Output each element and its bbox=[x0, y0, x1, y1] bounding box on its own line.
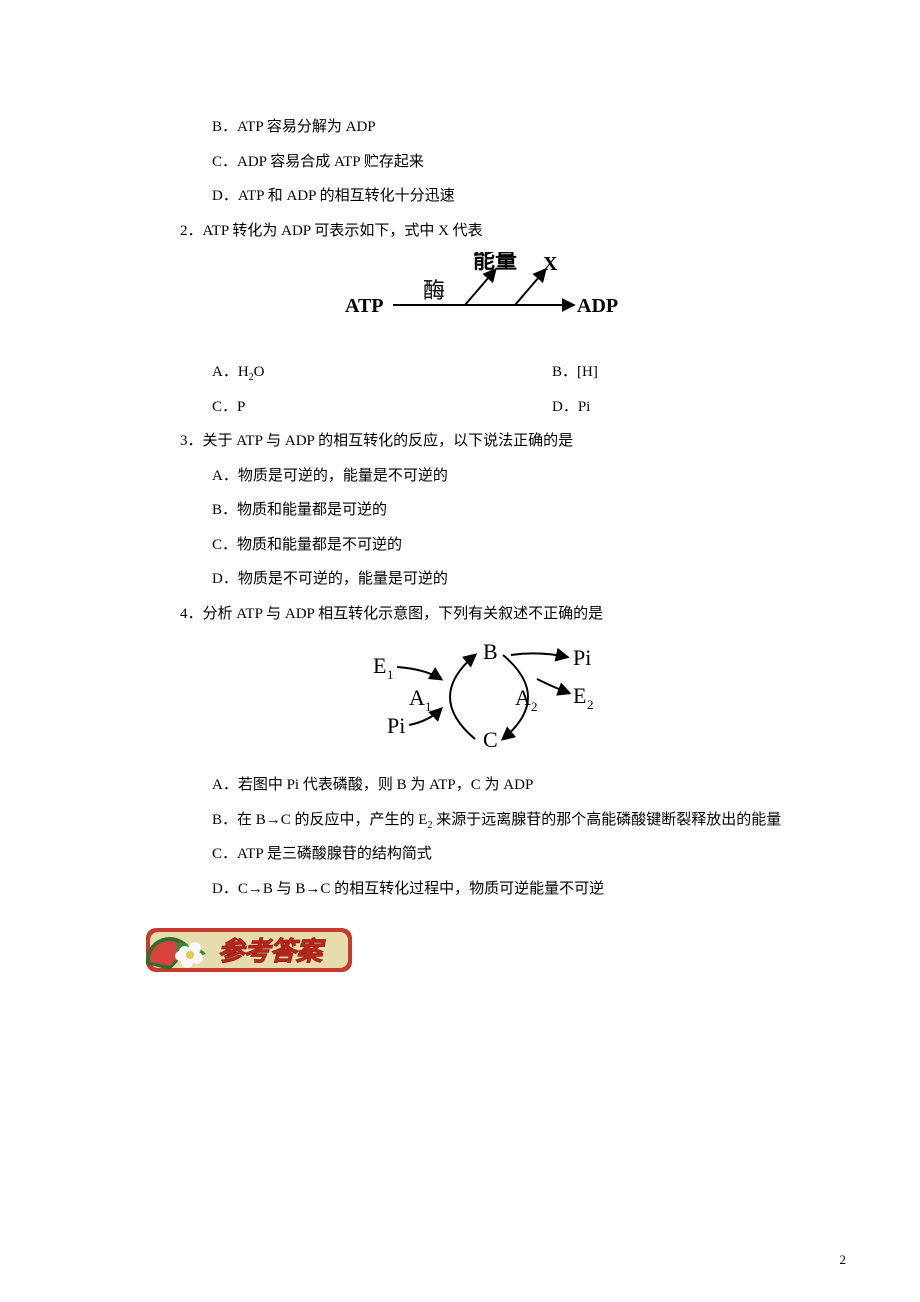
q2-opt-c: C．P bbox=[212, 390, 552, 425]
svg-text:Pi: Pi bbox=[573, 645, 591, 670]
svg-text:酶: 酶 bbox=[423, 278, 445, 303]
q1-opt-b: B．ATP 容易分解为 ADP bbox=[180, 110, 770, 145]
q4-opt-a: A．若图中 Pi 代表磷酸，则 B 为 ATP，C 为 ADP bbox=[180, 768, 770, 803]
q4-figure: B C E 1 A 1 Pi A 2 Pi E 2 bbox=[180, 635, 770, 760]
q2-opt-b: B．[H] bbox=[552, 355, 598, 390]
q1-opt-d: D．ATP 和 ADP 的相互转化十分迅速 bbox=[180, 179, 770, 214]
q4-opt-d: D．C→B 与 B→C 的相互转化过程中，物质可逆能量不可逆 bbox=[180, 872, 770, 907]
page-number: 2 bbox=[840, 1252, 847, 1268]
q1-opt-c: C．ADP 容易合成 ATP 贮存起来 bbox=[180, 145, 770, 180]
svg-text:2: 2 bbox=[531, 699, 538, 714]
q3-opt-a: A．物质是可逆的，能量是不可逆的 bbox=[180, 459, 770, 494]
svg-text:1: 1 bbox=[425, 699, 432, 714]
svg-text:X: X bbox=[543, 253, 558, 275]
answer-key-badge: 参考答案 bbox=[140, 918, 770, 987]
q3-opt-d: D．物质是不可逆的，能量是可逆的 bbox=[180, 562, 770, 597]
q2-opt-a: A．H2O bbox=[212, 355, 552, 390]
svg-text:2: 2 bbox=[587, 697, 594, 712]
q3-stem: 3．关于 ATP 与 ADP 的相互转化的反应，以下说法正确的是 bbox=[180, 424, 770, 459]
q3-opt-c: C．物质和能量都是不可逆的 bbox=[180, 528, 770, 563]
q4-stem: 4．分析 ATP 与 ADP 相互转化示意图，下列有关叙述不正确的是 bbox=[180, 597, 770, 632]
svg-text:ADP: ADP bbox=[577, 295, 618, 317]
q2-stem: 2．ATP 转化为 ADP 可表示如下，式中 X 代表 bbox=[180, 214, 770, 249]
svg-text:Pi: Pi bbox=[387, 713, 405, 738]
q3-opt-b: B．物质和能量都是可逆的 bbox=[180, 493, 770, 528]
svg-text:B: B bbox=[483, 639, 498, 664]
svg-text:ATP: ATP bbox=[345, 295, 384, 317]
svg-text:能量: 能量 bbox=[473, 252, 517, 273]
q4-opt-b: B．在 B→C 的反应中，产生的 E2 来源于远离腺苷的那个高能磷酸键断裂释放出… bbox=[180, 803, 770, 838]
svg-text:参考答案: 参考答案 bbox=[218, 937, 326, 966]
svg-text:E: E bbox=[373, 653, 386, 678]
q2-figure: ATP 酶 能量 X ADP bbox=[180, 252, 770, 347]
svg-text:A: A bbox=[409, 685, 425, 710]
svg-text:1: 1 bbox=[387, 667, 394, 682]
svg-text:E: E bbox=[573, 683, 586, 708]
q2-opt-d: D．Pi bbox=[552, 390, 590, 425]
q4-opt-c: C．ATP 是三磷酸腺苷的结构简式 bbox=[180, 837, 770, 872]
svg-text:C: C bbox=[483, 727, 498, 752]
